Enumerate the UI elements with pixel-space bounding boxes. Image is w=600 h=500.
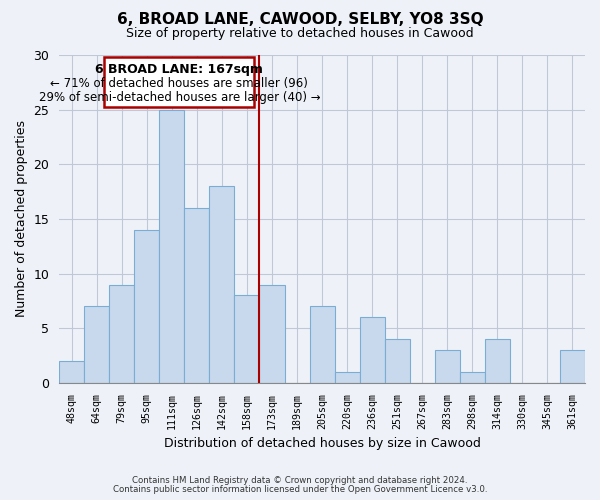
FancyBboxPatch shape bbox=[104, 57, 254, 108]
Bar bbox=[109, 284, 134, 383]
Bar bbox=[560, 350, 585, 383]
Text: 6, BROAD LANE, CAWOOD, SELBY, YO8 3SQ: 6, BROAD LANE, CAWOOD, SELBY, YO8 3SQ bbox=[116, 12, 484, 28]
Bar bbox=[259, 284, 284, 383]
Text: 6 BROAD LANE: 167sqm: 6 BROAD LANE: 167sqm bbox=[95, 62, 263, 76]
Text: Contains HM Land Registry data © Crown copyright and database right 2024.: Contains HM Land Registry data © Crown c… bbox=[132, 476, 468, 485]
Bar bbox=[209, 186, 235, 383]
Bar bbox=[184, 208, 209, 383]
Bar bbox=[359, 318, 385, 383]
Y-axis label: Number of detached properties: Number of detached properties bbox=[15, 120, 28, 318]
Text: 29% of semi-detached houses are larger (40) →: 29% of semi-detached houses are larger (… bbox=[38, 91, 320, 104]
Bar bbox=[460, 372, 485, 383]
Bar bbox=[235, 296, 259, 383]
Bar bbox=[310, 306, 335, 383]
Bar bbox=[134, 230, 160, 383]
Bar bbox=[84, 306, 109, 383]
Bar bbox=[385, 339, 410, 383]
Bar bbox=[435, 350, 460, 383]
Bar bbox=[335, 372, 359, 383]
X-axis label: Distribution of detached houses by size in Cawood: Distribution of detached houses by size … bbox=[164, 437, 481, 450]
Bar bbox=[59, 361, 84, 383]
Bar bbox=[485, 339, 510, 383]
Text: Size of property relative to detached houses in Cawood: Size of property relative to detached ho… bbox=[126, 28, 474, 40]
Text: Contains public sector information licensed under the Open Government Licence v3: Contains public sector information licen… bbox=[113, 485, 487, 494]
Text: ← 71% of detached houses are smaller (96): ← 71% of detached houses are smaller (96… bbox=[50, 77, 308, 90]
Bar bbox=[160, 110, 184, 383]
